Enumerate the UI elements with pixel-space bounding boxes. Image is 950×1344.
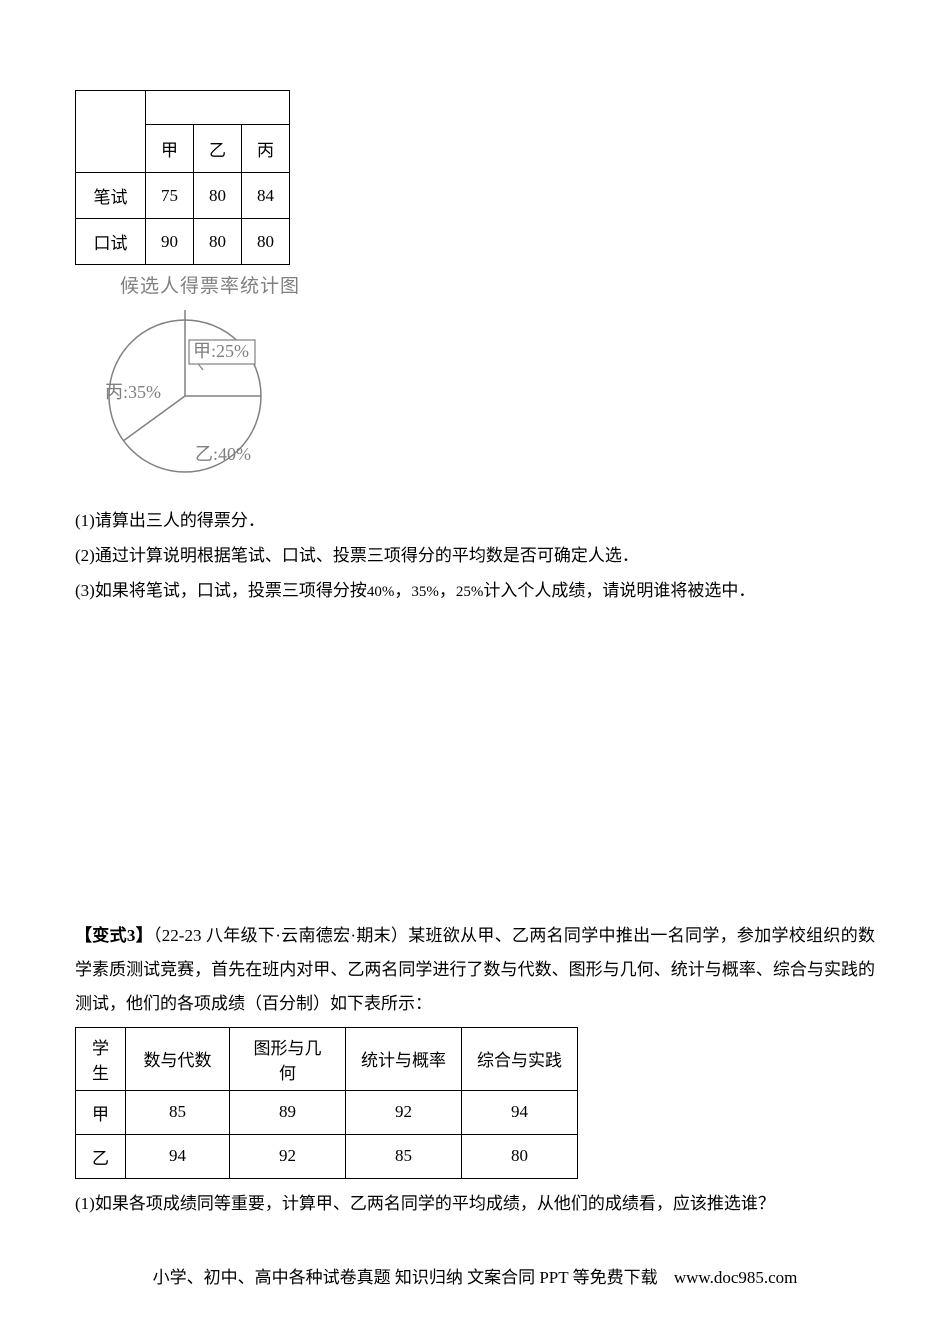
svg-text:甲:25%: 甲:25% — [193, 341, 249, 361]
table2-cell: 85 — [126, 1090, 230, 1134]
variant-source: （22-23 八年级下·云南德宏·期末） — [153, 926, 408, 945]
table2-header: 统计与概率 — [346, 1027, 462, 1090]
table2-cell: 92 — [346, 1090, 462, 1134]
table1-corner — [76, 91, 146, 173]
table2-header: 图形与几何 — [230, 1027, 346, 1090]
svg-text:丙:35%: 丙:35% — [105, 382, 161, 402]
table1-col-header: 丙 — [242, 125, 290, 173]
pie-chart: 甲:25% 乙:40% 丙:35% — [95, 300, 285, 486]
question-3: (3)如果将笔试，口试，投票三项得分按40%，35%，25%计入个人成绩，请说明… — [75, 574, 875, 609]
table2-header: 学生 — [76, 1027, 126, 1090]
scores-table-2: 学生数与代数图形与几何统计与概率综合与实践甲85899294乙94928580 — [75, 1027, 578, 1179]
table1-header-merged — [146, 91, 290, 125]
questions-block-1: (1)请算出三人的得票分． (2)通过计算说明根据笔试、口试、投票三项得分的平均… — [75, 504, 875, 609]
variant-3-text: 【变式3】（22-23 八年级下·云南德宏·期末）某班欲从甲、乙两名同学中推出一… — [75, 919, 875, 1021]
table1-cell: 90 — [146, 219, 194, 265]
question-1: (1)请算出三人的得票分． — [75, 504, 875, 539]
scores-table-1: 甲乙丙笔试758084口试908080 — [75, 90, 290, 265]
q3-pct-3: 25% — [456, 584, 484, 600]
table1-col-header: 甲 — [146, 125, 194, 173]
variant-3-block: 【变式3】（22-23 八年级下·云南德宏·期末）某班欲从甲、乙两名同学中推出一… — [75, 919, 875, 1222]
q3-post: 计入个人成绩，请说明谁将被选中． — [483, 581, 755, 600]
table2-cell: 92 — [230, 1134, 346, 1178]
table2-header: 数与代数 — [126, 1027, 230, 1090]
q3-sep-1: ， — [394, 581, 411, 600]
table1-cell: 75 — [146, 173, 194, 219]
footer-text: 小学、初中、高中各种试卷真题 知识归纳 文案合同 PPT 等免费下载 — [153, 1268, 658, 1287]
table2-row-label: 甲 — [76, 1090, 126, 1134]
variant-question-1: (1)如果各项成绩同等重要，计算甲、乙两名同学的平均成绩，从他们的成绩看，应该推… — [75, 1187, 875, 1222]
q3-pct-2: 35% — [411, 584, 439, 600]
table2-header: 综合与实践 — [462, 1027, 578, 1090]
svg-text:乙:40%: 乙:40% — [195, 444, 251, 464]
table1-cell: 84 — [242, 173, 290, 219]
page-footer: 小学、初中、高中各种试卷真题 知识归纳 文案合同 PPT 等免费下载 www.d… — [0, 1263, 950, 1288]
q3-sep-2: ， — [439, 581, 456, 600]
table2-cell: 80 — [462, 1134, 578, 1178]
table2-cell: 94 — [126, 1134, 230, 1178]
table1-cell: 80 — [242, 219, 290, 265]
table1-col-header: 乙 — [194, 125, 242, 173]
table2-cell: 85 — [346, 1134, 462, 1178]
table1-row-label: 笔试 — [76, 173, 146, 219]
table2-cell: 89 — [230, 1090, 346, 1134]
variant-label: 【变式3】 — [75, 926, 153, 945]
pie-chart-title: 候选人得票率统计图 — [95, 271, 325, 298]
table1-cell: 80 — [194, 173, 242, 219]
table1-cell: 80 — [194, 219, 242, 265]
question-2: (2)通过计算说明根据笔试、口试、投票三项得分的平均数是否可确定人选． — [75, 539, 875, 574]
pie-chart-block: 候选人得票率统计图 甲:25% 乙:40% 丙:35% — [95, 271, 325, 486]
table2-cell: 94 — [462, 1090, 578, 1134]
table1-row-label: 口试 — [76, 219, 146, 265]
q3-pre: (3)如果将笔试，口试，投票三项得分按 — [75, 581, 367, 600]
q3-pct-1: 40% — [367, 584, 395, 600]
footer-url: www.doc985.com — [674, 1268, 798, 1287]
table2-row-label: 乙 — [76, 1134, 126, 1178]
